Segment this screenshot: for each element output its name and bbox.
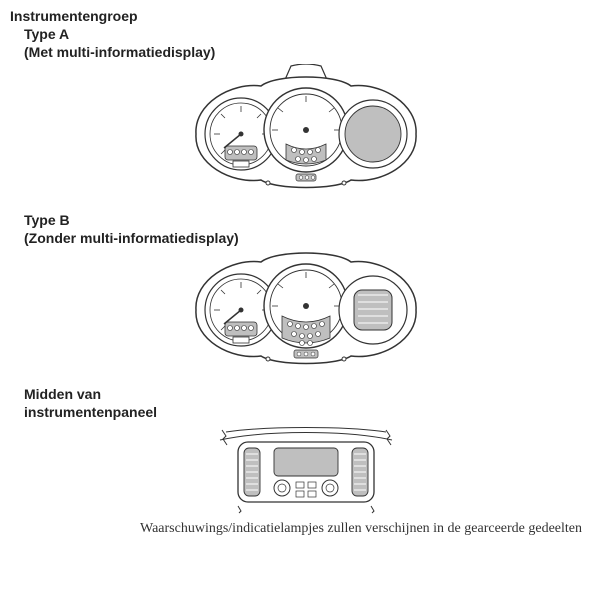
- heading-type-b-1: Type B: [24, 212, 601, 228]
- figure-cluster-type-b: [176, 250, 436, 368]
- heading-type-a-2: (Met multi-informatiedisplay): [24, 44, 601, 60]
- figure-type-b-wrap: [10, 250, 601, 368]
- figure-cluster-type-a: [176, 64, 436, 194]
- heading-midden-2: instrumentenpaneel: [24, 404, 601, 420]
- heading-type-a-1: Type A: [24, 26, 601, 42]
- section-type-a: Instrumentengroep Type A (Met multi-info…: [10, 8, 601, 194]
- figure-center-console: [216, 424, 396, 514]
- section-midden: Midden van instrumentenpaneel: [10, 386, 601, 514]
- figure-console-wrap: [10, 424, 601, 514]
- footnote-text: Waarschuwings/indicatielampjes zullen ve…: [140, 520, 601, 538]
- heading-midden-1: Midden van: [24, 386, 601, 402]
- heading-main: Instrumentengroep: [10, 8, 601, 24]
- figure-type-a-wrap: [10, 64, 601, 194]
- heading-type-b-2: (Zonder multi-informatiedisplay): [24, 230, 601, 246]
- page: Instrumentengroep Type A (Met multi-info…: [0, 0, 611, 601]
- section-type-b: Type B (Zonder multi-informatiedisplay): [10, 212, 601, 368]
